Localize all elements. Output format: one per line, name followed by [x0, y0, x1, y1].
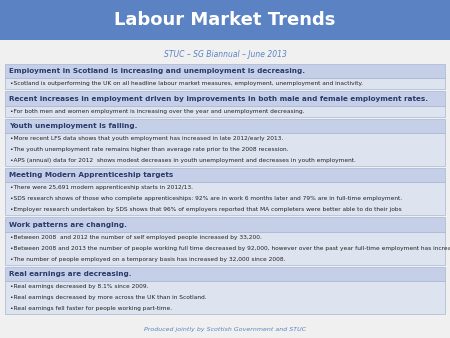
- Text: •Real earnings fell faster for people working part-time.: •Real earnings fell faster for people wo…: [10, 306, 172, 311]
- Text: •More recent LFS data shows that youth employment has increased in late 2012/ear: •More recent LFS data shows that youth e…: [10, 136, 283, 141]
- Bar: [5, 217, 445, 232]
- Text: •Real earnings decreased by more across the UK than in Scotland.: •Real earnings decreased by more across …: [10, 295, 207, 300]
- Bar: [0, 0, 450, 40]
- Text: •Between 2008  and 2012 the number of self employed people increased by 33,200.: •Between 2008 and 2012 the number of sel…: [10, 235, 262, 240]
- Text: •For both men and women employment is increasing over the year and unemployment : •For both men and women employment is in…: [10, 108, 305, 114]
- Text: Recent increases in employment driven by improvements in both male and female em: Recent increases in employment driven by…: [9, 96, 428, 101]
- Bar: [5, 267, 445, 281]
- Text: •The number of people employed on a temporary basis has increased by 32,000 sinc: •The number of people employed on a temp…: [10, 257, 285, 262]
- Bar: [5, 64, 445, 78]
- Bar: [5, 133, 445, 166]
- Text: •Real earnings decreased by 8.1% since 2009.: •Real earnings decreased by 8.1% since 2…: [10, 284, 148, 289]
- Bar: [5, 182, 445, 215]
- Text: STUC – SG Biannual – June 2013: STUC – SG Biannual – June 2013: [163, 50, 287, 59]
- Bar: [5, 119, 445, 133]
- Text: •Scotland is outperforming the UK on all headline labour market measures, employ: •Scotland is outperforming the UK on all…: [10, 81, 363, 86]
- Text: •There were 25,691 modern apprenticeship starts in 2012/13.: •There were 25,691 modern apprenticeship…: [10, 185, 193, 190]
- Bar: [5, 232, 445, 265]
- Bar: [5, 106, 445, 117]
- Text: Employment in Scotland is increasing and unemployment is decreasing.: Employment in Scotland is increasing and…: [9, 68, 305, 74]
- Text: •The youth unemployment rate remains higher than average rate prior to the 2008 : •The youth unemployment rate remains hig…: [10, 147, 288, 152]
- Bar: [5, 91, 445, 106]
- Text: Real earnings are decreasing.: Real earnings are decreasing.: [9, 271, 131, 277]
- Bar: [5, 78, 445, 89]
- Text: •Employer research undertaken by SDS shows that 96% of employers reported that M: •Employer research undertaken by SDS sho…: [10, 207, 402, 212]
- Bar: [5, 281, 445, 314]
- Bar: [5, 168, 445, 182]
- Text: •APS (annual) data for 2012  shows modest decreases in youth unemployment and de: •APS (annual) data for 2012 shows modest…: [10, 158, 356, 163]
- Text: Labour Market Trends: Labour Market Trends: [114, 11, 336, 29]
- Text: Youth unemployment is falling.: Youth unemployment is falling.: [9, 123, 137, 129]
- Text: Work patterns are changing.: Work patterns are changing.: [9, 221, 127, 227]
- Text: •Between 2008 and 2013 the number of people working full time decreased by 92,00: •Between 2008 and 2013 the number of peo…: [10, 246, 450, 250]
- Text: Meeting Modern Apprenticeship targets: Meeting Modern Apprenticeship targets: [9, 172, 173, 178]
- Text: •SDS research shows of those who complete apprenticeships: 92% are in work 6 mon: •SDS research shows of those who complet…: [10, 196, 402, 201]
- Text: Produced jointly by Scottish Government and STUC: Produced jointly by Scottish Government …: [144, 328, 306, 333]
